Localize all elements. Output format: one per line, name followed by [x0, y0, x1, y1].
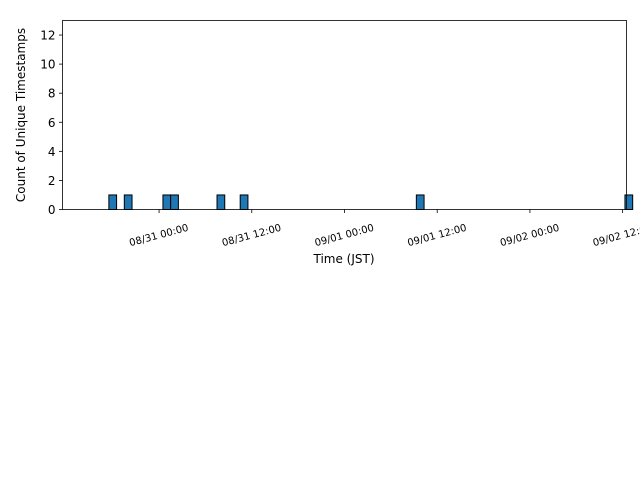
histogram-bar — [216, 194, 226, 211]
x-tick-label: 09/02 00:00 — [499, 223, 561, 249]
histogram-bar — [415, 194, 425, 211]
bars-layer — [108, 194, 634, 211]
y-axis-label: Count of Unique Timestamps — [14, 28, 28, 202]
histogram-bar — [239, 194, 249, 211]
x-axis: 08/31 00:00 08/31 12:00 09/01 00:00 09/01 1… — [128, 209, 640, 249]
histogram-bar — [162, 194, 172, 211]
histogram-bar — [624, 194, 634, 211]
x-tick-label: 09/02 12:00 — [592, 223, 640, 249]
y-tick-label: 2 — [48, 174, 56, 188]
x-tick-label: 08/31 12:00 — [221, 223, 283, 249]
y-axis: 0 2 4 6 8 10 12 — [40, 29, 63, 217]
y-tick-label: 6 — [48, 116, 56, 130]
histogram-bar — [123, 194, 133, 211]
y-tick-label: 10 — [40, 58, 55, 72]
y-tick-label: 8 — [48, 87, 56, 101]
y-tick-label: 4 — [48, 145, 56, 159]
histogram-bar — [108, 194, 118, 211]
x-tick-label: 08/31 00:00 — [128, 223, 190, 249]
x-tick-label: 09/01 12:00 — [406, 223, 468, 249]
plot-frame — [62, 20, 627, 210]
y-tick-label: 0 — [48, 203, 56, 217]
x-axis-label: Time (JST) — [312, 252, 374, 266]
x-tick-label: 09/01 00:00 — [314, 223, 376, 249]
histogram-bar — [170, 194, 179, 211]
y-tick-label: 12 — [40, 29, 55, 43]
